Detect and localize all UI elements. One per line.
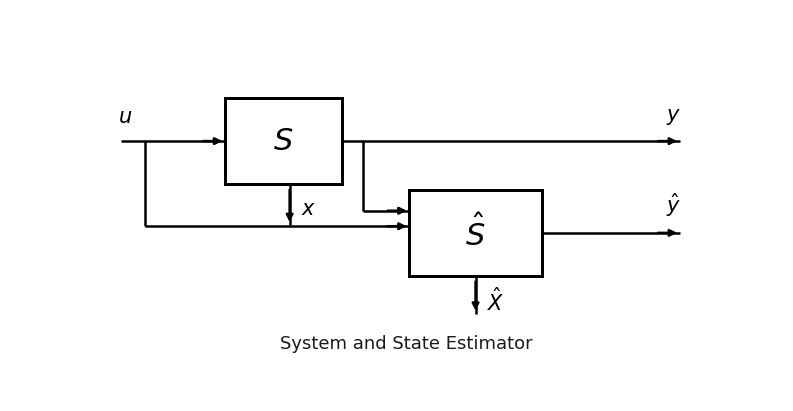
Text: System and State Estimator: System and State Estimator [280,335,533,353]
Text: $\hat{X}$: $\hat{X}$ [487,287,504,315]
Text: $S$: $S$ [274,127,293,156]
Bar [225,98,342,184]
Text: $y$: $y$ [666,107,681,127]
Text: $x$: $x$ [301,199,316,219]
Bar [409,190,542,276]
Text: $\hat{S}$: $\hat{S}$ [465,214,486,252]
Text: $\hat{y}$: $\hat{y}$ [666,191,681,219]
Text: $u$: $u$ [117,107,132,127]
